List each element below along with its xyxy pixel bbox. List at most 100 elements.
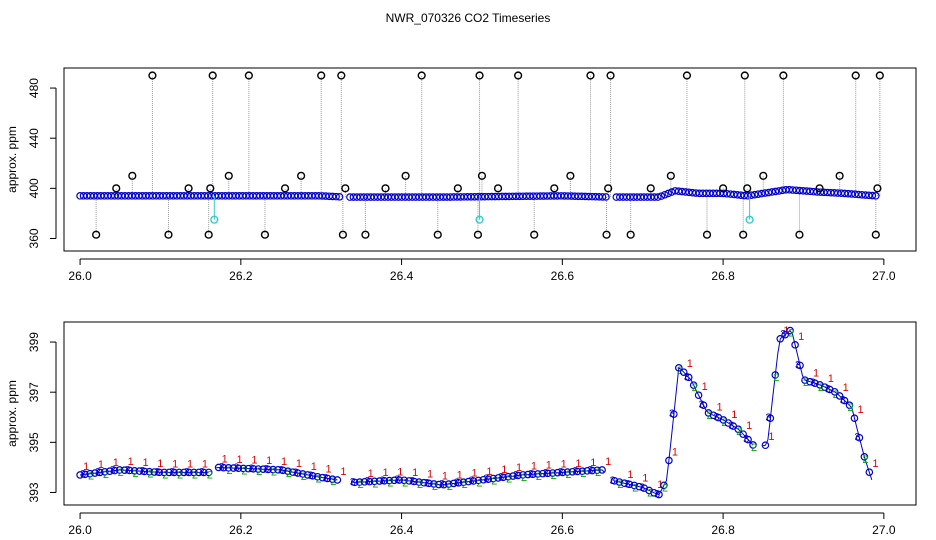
series-marker-label: 2 [316, 474, 322, 486]
series-point [791, 341, 799, 349]
series-point [494, 474, 503, 482]
series-marker-label: 1 [546, 460, 552, 472]
series-point [120, 466, 129, 474]
series-point [229, 464, 238, 472]
series-point [860, 452, 869, 461]
series-marker-label: 2 [118, 467, 124, 479]
series-marker-label: 3 [728, 420, 734, 432]
main-point [667, 188, 676, 196]
main-point [602, 193, 610, 201]
flagged-point [210, 215, 219, 224]
series-marker-label: 3 [125, 464, 131, 476]
outlier-point [815, 184, 824, 193]
series-marker-label: 2 [632, 482, 638, 494]
flagged-point [745, 215, 754, 224]
series-marker-label: 3 [639, 482, 645, 494]
bottom-plot-axes: 26.0 26.2 26.4 26.6 26.8 27.0 393 395 397 399 [27, 332, 896, 537]
outlier-point [740, 71, 749, 80]
series-point [274, 465, 282, 474]
series-marker-label: 1 [266, 455, 272, 467]
series-marker-label: 3 [810, 377, 816, 389]
series-marker-label: 1 [98, 459, 104, 471]
main-point [660, 190, 669, 199]
series-marker-label: 1 [472, 468, 478, 480]
series-marker-label: 2 [301, 471, 307, 483]
series-marker-label: 3 [169, 466, 175, 478]
main-point [872, 192, 880, 200]
bottom-plot-marks: 13 213 213 213 213 213 213 213 213 213 213 213 213 21… [76, 325, 878, 501]
series-point [279, 466, 287, 475]
series-marker-label: 2 [207, 469, 213, 481]
series-marker-label: 3 [233, 462, 239, 474]
y-tick-label: 393 [27, 482, 41, 502]
series-marker-label: 1 [382, 467, 388, 479]
outlier-point [530, 230, 539, 239]
series-marker-label: 2 [192, 469, 198, 481]
series-marker-label: 3 [684, 371, 690, 383]
main-point [771, 187, 780, 196]
series-point [573, 467, 582, 476]
x-tick-label: 26.8 [711, 269, 735, 283]
series-marker-label: 2 [241, 465, 247, 477]
outlier-point [244, 71, 253, 80]
series-marker-label: 3 [424, 477, 430, 489]
outlier-point [739, 230, 748, 239]
series-marker-label: 1 [368, 468, 374, 480]
series-point [464, 477, 473, 486]
series-point [514, 471, 522, 480]
outlier-point [702, 230, 712, 239]
series-point [350, 478, 359, 487]
series-point [165, 468, 173, 477]
main-point [768, 188, 776, 196]
series-marker-label: 1 [783, 325, 789, 337]
series-point [289, 468, 297, 476]
series-marker-label: 2 [803, 377, 809, 389]
series-point [259, 465, 267, 474]
series-point [380, 477, 389, 485]
series-marker-label: 3 [780, 329, 786, 341]
series-point [298, 470, 307, 478]
series-marker-label: 2 [387, 478, 393, 490]
series-point [449, 479, 458, 488]
outlier-point [148, 71, 157, 80]
series-marker-label: 1 [590, 457, 596, 469]
series-point [583, 467, 592, 475]
series-point [105, 467, 114, 476]
series-marker-label: 1 [813, 368, 819, 380]
series-marker-label: 3 [263, 463, 269, 475]
series-point [180, 468, 188, 477]
series-marker-label: 2 [88, 471, 94, 483]
series-marker-label: 2 [476, 477, 482, 489]
series-point [781, 330, 789, 339]
outlier-point [566, 171, 575, 180]
x-tick-label: 27.0 [872, 269, 896, 283]
outlier-point [873, 184, 882, 193]
series-marker-label: 3 [483, 473, 489, 485]
series-marker-label: 3 [454, 477, 460, 489]
series-marker-label: 3 [468, 475, 474, 487]
series-marker-label: 3 [110, 465, 116, 477]
series-marker-label: 3 [139, 465, 145, 477]
series-point [135, 467, 144, 475]
series-marker-label: 1 [157, 458, 163, 470]
series-point [734, 425, 742, 433]
series-marker-label: 3 [379, 475, 385, 487]
series-marker-label: 1 [605, 456, 611, 468]
series-point [395, 476, 404, 484]
series-marker-label: 1 [731, 409, 737, 421]
series-marker-label: 1 [702, 381, 708, 393]
series-marker-label: 1 [326, 464, 332, 476]
series-point [771, 371, 780, 379]
series-point [160, 468, 168, 477]
series-point [660, 481, 668, 490]
series-point [355, 478, 364, 486]
outlier-point [208, 71, 217, 80]
series-point [454, 479, 463, 487]
series-marker-label: 3 [248, 463, 254, 475]
series-marker-label: 2 [736, 426, 742, 438]
outlier-point [112, 184, 121, 193]
series-point [739, 430, 747, 438]
series-point [420, 478, 428, 487]
series-marker-label: 3 [199, 466, 205, 478]
series-point [333, 476, 342, 484]
